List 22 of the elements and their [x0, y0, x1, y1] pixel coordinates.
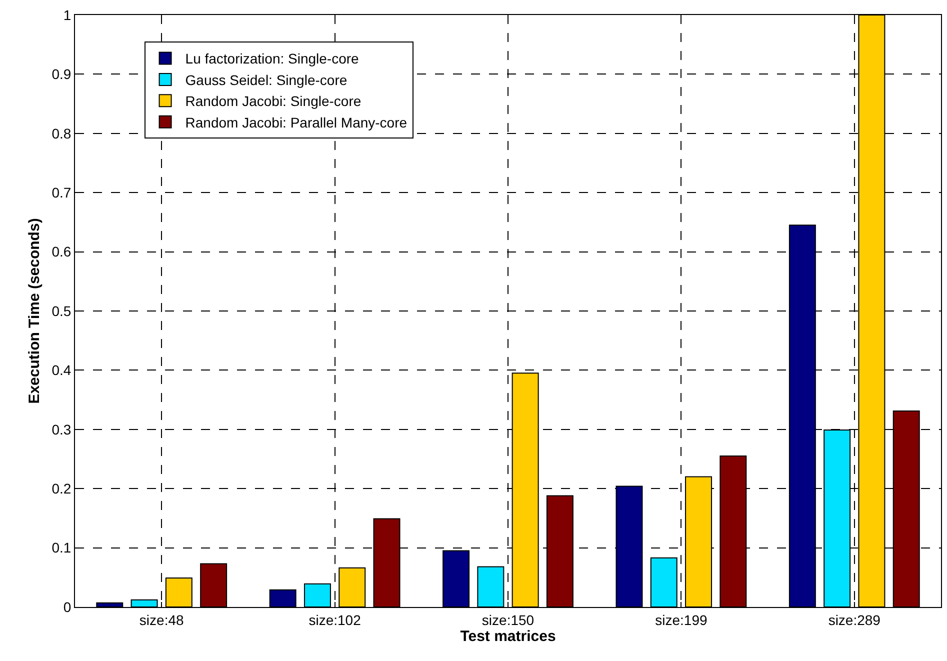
x-tick-label: size:102 [308, 612, 362, 628]
y-tick-label: 1 [63, 6, 72, 23]
legend-label: Lu factorization: Single-core [185, 50, 360, 67]
y-tick-label: 0.8 [52, 125, 72, 142]
x-tick-label: size:289 [828, 612, 881, 628]
x-axis-title: Test matrices [460, 628, 556, 645]
legend-label: Gauss Seidel: Single-core [185, 72, 348, 88]
y-tick-label: 0 [63, 598, 72, 615]
y-tick-label: 0.3 [52, 421, 72, 438]
y-tick-label: 0.9 [52, 66, 72, 82]
y-tick-label: 0.4 [52, 362, 72, 378]
y-axis-title: Execution Time (seconds) [26, 218, 43, 404]
y-tick-label: 0.5 [52, 302, 72, 319]
legend-label: Random Jacobi: Parallel Many-core [185, 114, 408, 130]
y-tick-label: 0.1 [52, 540, 72, 556]
x-tick-label: size:48 [139, 612, 184, 628]
y-tick-label: 0.7 [52, 184, 72, 200]
x-tick-label: size:199 [655, 612, 708, 628]
y-tick-label: 0.6 [52, 244, 72, 260]
y-tick-label: 0.2 [52, 480, 72, 496]
legend-label: Random Jacobi: Single-core [185, 93, 362, 110]
x-tick-label: size:150 [482, 612, 534, 628]
